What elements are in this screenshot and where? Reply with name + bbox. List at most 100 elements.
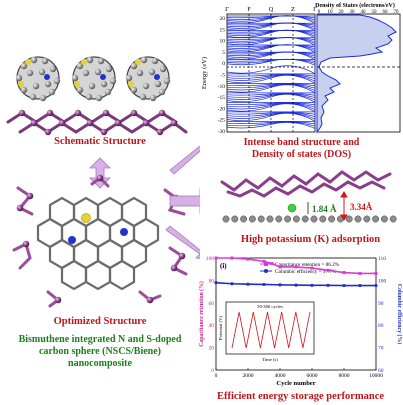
- y-left-tick: 0: [211, 368, 214, 374]
- band-y-tick: 0: [222, 61, 225, 67]
- structure-illustrations: [6, 56, 200, 308]
- retention-point: [246, 257, 250, 261]
- carbon-atom: [301, 215, 309, 223]
- band-y-tick: -30: [218, 129, 226, 135]
- carbon-row: [222, 215, 397, 223]
- schematic-caption: Schematic Structure: [54, 136, 146, 147]
- y-right-tick: 60: [378, 368, 384, 374]
- carbon-atom: [354, 215, 362, 223]
- y-left-tick: 60: [209, 301, 215, 307]
- cycling-chart: (i) Capacitance retention = 86.2% Columb…: [198, 256, 403, 387]
- band-line: [226, 15, 316, 23]
- carbon-atom: [248, 215, 256, 223]
- band-y-tick: -15: [218, 95, 226, 101]
- band-line: [226, 111, 316, 115]
- carbon-atom: [389, 215, 397, 223]
- adsorption-panel: 1.84 Å 3.34Å: [220, 170, 397, 223]
- kpoint-f: F: [247, 6, 251, 13]
- inset-xlabel: Time (s): [262, 357, 278, 362]
- y-right-tick: 80: [378, 323, 384, 329]
- band-y-tick: 20: [220, 16, 226, 22]
- dos-x-tick: 60: [383, 10, 389, 15]
- band-y-tick: -10: [218, 84, 226, 90]
- x-tick: 10000: [369, 373, 383, 379]
- x-tick: 8000: [339, 373, 350, 379]
- y-left-tick: 40: [209, 323, 215, 329]
- band-line: [226, 58, 316, 64]
- retention-point: [230, 256, 234, 260]
- inset-ylabel: Potential (V): [218, 316, 223, 340]
- carbon-sphere-2: [71, 56, 117, 102]
- carbon-atom: [372, 215, 380, 223]
- band-line: [226, 15, 316, 19]
- efficiency-point: [310, 283, 314, 287]
- band-line: [226, 29, 316, 37]
- efficiency-point: [374, 283, 378, 288]
- carbon-atom: [363, 215, 371, 223]
- retention-point: [310, 266, 314, 270]
- band-caption-line-1: Intense band structure and: [243, 137, 360, 148]
- band-line: [226, 44, 316, 48]
- carbon-atom: [310, 215, 318, 223]
- carbon-atom: [292, 215, 300, 223]
- carbon-atom: [231, 215, 239, 223]
- retention-point: [214, 256, 218, 260]
- band-caption: Intense band structure and Density of st…: [200, 137, 403, 161]
- carbon-atom: [328, 215, 336, 223]
- band-y-tick: 5: [222, 50, 225, 56]
- kpoint-q: Q: [269, 6, 274, 13]
- retention-point: [262, 259, 266, 263]
- retention-point: [374, 271, 378, 275]
- dos-x-tick: 10: [328, 10, 334, 15]
- storage-caption: Efficient energy storage performance: [216, 391, 385, 402]
- distance-label-1: 1.84 Å: [312, 204, 337, 214]
- efficiency-point: [214, 281, 218, 285]
- dos-x-tick: 0: [318, 10, 321, 15]
- efficiency-point: [246, 282, 250, 286]
- arrow-to-storage-icon: [165, 225, 200, 259]
- inset-chart: 50-300 cycles Time (s) Potential (V): [218, 301, 315, 362]
- y-right-tick: 100: [378, 278, 387, 284]
- dos-curve: [316, 14, 397, 134]
- y-right-tick: 70: [378, 346, 384, 352]
- dos-x-tick: 40: [361, 10, 367, 15]
- x-tick: 6000: [307, 373, 318, 379]
- carbon-sphere-3: [125, 56, 171, 102]
- y-right-tick: 90: [378, 301, 384, 307]
- arrow-to-adsorption-icon: [169, 188, 200, 214]
- band-line: [226, 102, 316, 108]
- efficiency-point: [262, 282, 266, 287]
- band-y-tick: 15: [220, 27, 226, 33]
- efficiency-point: [230, 282, 234, 286]
- efficiency-point: [342, 283, 346, 288]
- carbon-atom: [222, 215, 230, 223]
- band-line: [226, 59, 316, 62]
- dos-x-ticks: 0 10 20 30 40 50 60 70: [318, 10, 399, 15]
- band-line: [226, 93, 316, 103]
- composite-line-2: carbon sphere (NSCS/Biene): [38, 346, 162, 357]
- band-line: [226, 83, 316, 87]
- band-line: [226, 112, 316, 117]
- band-y-ticks: 20 15 10 5 0 -5 -10 -15 -20 -25 -30: [218, 16, 226, 135]
- series-line: [216, 257, 376, 275]
- x-label: Cycle number: [276, 380, 315, 387]
- retention-point: [278, 265, 282, 269]
- carbon-atom: [345, 215, 353, 223]
- carbon-atom: [266, 215, 274, 223]
- x-tick: 0: [215, 373, 218, 379]
- x-tick: 4000: [275, 373, 286, 379]
- band-line: [226, 92, 316, 96]
- panel-label: (i): [220, 262, 227, 270]
- band-caption-line-2: Density of states (DOS): [251, 149, 352, 160]
- band-line: [226, 65, 316, 75]
- dos-x-tick: 30: [350, 10, 356, 15]
- arrow-to-band-icon: [169, 145, 200, 175]
- band-y-tick: -20: [218, 106, 226, 112]
- band-line: [226, 58, 316, 66]
- optimized-caption: Optimized Structure: [53, 316, 147, 327]
- dist-arrow-2: [340, 191, 348, 221]
- kpoint-gamma-2: Γ: [313, 6, 317, 13]
- optimized-structure: [12, 174, 188, 308]
- adsorption-caption: High potassium (K) adsorption: [240, 234, 381, 245]
- carbon-atom: [380, 215, 388, 223]
